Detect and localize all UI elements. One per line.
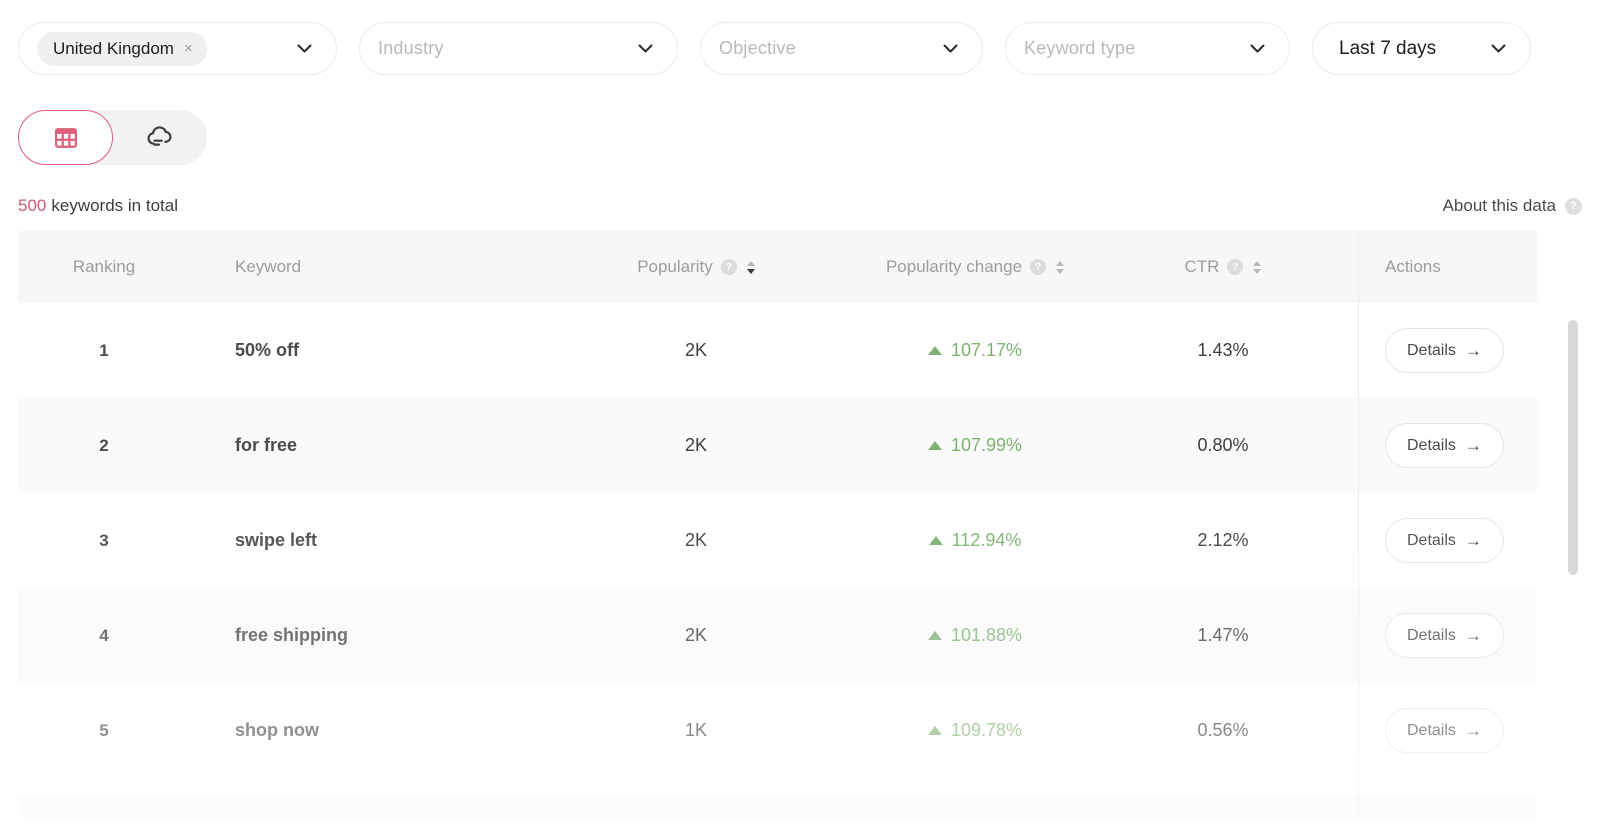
objective-placeholder: Objective bbox=[719, 38, 796, 58]
popularity-cell: 1K bbox=[684, 720, 708, 740]
date-range-value: Last 7 days bbox=[1339, 37, 1437, 59]
popularity-change-cell: 101.88% bbox=[862, 625, 1088, 646]
popularity-change-cell: 112.94% bbox=[862, 530, 1088, 551]
chevron-down-icon bbox=[943, 44, 958, 53]
popularity-change-cell: 107.99% bbox=[862, 435, 1088, 456]
column-header-keyword: Keyword bbox=[235, 257, 302, 276]
region-filter-dropdown[interactable]: United Kingdom × bbox=[18, 22, 337, 75]
column-header-actions: Actions bbox=[1385, 257, 1441, 276]
popularity-change-cell: 109.78% bbox=[862, 720, 1088, 741]
help-icon[interactable]: ? bbox=[1565, 197, 1582, 215]
region-chip-label: United Kingdom bbox=[53, 38, 174, 58]
popularity-cell: 2K bbox=[684, 340, 708, 360]
help-icon[interactable]: ? bbox=[1030, 259, 1047, 275]
chip-remove-icon[interactable]: × bbox=[183, 40, 193, 57]
ranking-cell: 4 bbox=[99, 625, 109, 645]
about-this-data-label: About this data bbox=[1442, 196, 1556, 215]
arrow-right-icon: → bbox=[1464, 530, 1482, 550]
arrow-right-icon: → bbox=[1464, 720, 1482, 740]
arrow-right-icon: → bbox=[1464, 340, 1482, 360]
keyword-count-number: 500 bbox=[18, 196, 47, 215]
ranking-cell: 5 bbox=[99, 720, 109, 740]
arrow-right-icon: → bbox=[1464, 435, 1482, 455]
popularity-cell: 2K bbox=[684, 625, 708, 645]
details-button[interactable]: Details → bbox=[1385, 708, 1504, 753]
keyword-count-label: keywords in total bbox=[51, 196, 178, 215]
about-this-data-link[interactable]: About this data ? bbox=[1443, 196, 1582, 216]
chevron-down-icon bbox=[1491, 44, 1506, 53]
popularity-cell: 2K bbox=[684, 435, 708, 455]
up-arrow-icon bbox=[927, 726, 942, 735]
objective-filter-dropdown[interactable]: Objective bbox=[700, 22, 983, 75]
word-cloud-view-button[interactable] bbox=[113, 110, 207, 165]
filter-bar: United Kingdom × Industry Objective Keyw… bbox=[0, 0, 1600, 75]
region-selected-chip[interactable]: United Kingdom × bbox=[37, 31, 207, 66]
word-cloud-icon bbox=[147, 125, 172, 146]
actions-cell: Details → bbox=[1358, 708, 1537, 753]
up-arrow-icon bbox=[927, 441, 942, 450]
keyword-cell: free shipping bbox=[235, 625, 349, 645]
details-button[interactable]: Details → bbox=[1385, 613, 1504, 658]
keyword-type-placeholder: Keyword type bbox=[1024, 38, 1136, 58]
details-button[interactable]: Details → bbox=[1385, 518, 1504, 563]
chevron-down-icon bbox=[638, 44, 653, 53]
actions-cell: Details → bbox=[1358, 328, 1537, 373]
ctr-cell: 0.80% bbox=[1197, 435, 1249, 455]
table-row: 1 50% off 2K 107.17% 1.43% Details → bbox=[18, 303, 1537, 398]
ctr-cell: 2.12% bbox=[1197, 530, 1249, 550]
keyword-type-filter-dropdown[interactable]: Keyword type bbox=[1005, 22, 1290, 75]
arrow-right-icon: → bbox=[1464, 625, 1482, 645]
ctr-cell: 0.56% bbox=[1197, 720, 1249, 740]
industry-filter-dropdown[interactable]: Industry bbox=[359, 22, 678, 75]
actions-cell: Details → bbox=[1358, 423, 1537, 468]
details-button[interactable]: Details → bbox=[1385, 423, 1504, 468]
table-row: 4 free shipping 2K 101.88% 1.47% Details… bbox=[18, 588, 1537, 683]
details-button[interactable]: Details → bbox=[1385, 328, 1504, 373]
actions-column-divider bbox=[1358, 231, 1359, 820]
column-header-popularity-change[interactable]: Popularity change ? bbox=[862, 257, 1088, 277]
table-view-button[interactable] bbox=[18, 110, 113, 165]
chevron-down-icon bbox=[1250, 44, 1265, 53]
ranking-cell: 1 bbox=[99, 340, 109, 360]
keyword-count: 500 keywords in total bbox=[18, 196, 178, 216]
next-row-partial bbox=[18, 795, 1537, 820]
actions-cell: Details → bbox=[1358, 613, 1537, 658]
column-header-popularity[interactable]: Popularity ? bbox=[530, 257, 862, 277]
ctr-cell: 1.47% bbox=[1197, 625, 1249, 645]
sort-icon[interactable] bbox=[1253, 260, 1262, 274]
table-header-row: Ranking Keyword Popularity ? Popularity … bbox=[18, 231, 1537, 303]
keyword-cell: shop now bbox=[235, 720, 319, 740]
popularity-cell: 2K bbox=[684, 530, 708, 550]
view-mode-toggle bbox=[18, 110, 207, 165]
help-icon[interactable]: ? bbox=[720, 259, 737, 275]
table-row: 3 swipe left 2K 112.94% 2.12% Details → bbox=[18, 493, 1537, 588]
keywords-table: Ranking Keyword Popularity ? Popularity … bbox=[18, 231, 1537, 820]
up-arrow-icon bbox=[927, 346, 942, 355]
help-icon[interactable]: ? bbox=[1227, 259, 1244, 275]
date-range-dropdown[interactable]: Last 7 days bbox=[1312, 22, 1531, 75]
keyword-cell: for free bbox=[235, 435, 298, 455]
sort-icon[interactable] bbox=[1056, 260, 1065, 274]
ranking-cell: 2 bbox=[99, 435, 109, 455]
popularity-change-cell: 107.17% bbox=[862, 340, 1088, 361]
ranking-cell: 3 bbox=[99, 530, 109, 550]
table-row: 2 for free 2K 107.99% 0.80% Details → bbox=[18, 398, 1537, 493]
table-grid-icon bbox=[54, 127, 77, 148]
sort-icon[interactable] bbox=[746, 260, 755, 274]
up-arrow-icon bbox=[927, 631, 942, 640]
keyword-cell: swipe left bbox=[235, 530, 318, 550]
chevron-down-icon bbox=[297, 44, 312, 53]
up-arrow-icon bbox=[928, 536, 943, 545]
column-header-ranking: Ranking bbox=[72, 257, 136, 276]
actions-cell: Details → bbox=[1358, 518, 1537, 563]
table-body: 1 50% off 2K 107.17% 1.43% Details → bbox=[18, 303, 1537, 820]
keyword-cell: 50% off bbox=[235, 340, 300, 360]
ctr-cell: 1.43% bbox=[1197, 340, 1249, 360]
summary-row: 500 keywords in total About this data ? bbox=[0, 165, 1600, 216]
industry-placeholder: Industry bbox=[378, 38, 444, 58]
table-row: 5 shop now 1K 109.78% 0.56% Details → bbox=[18, 683, 1537, 778]
column-header-ctr[interactable]: CTR ? bbox=[1088, 257, 1358, 277]
vertical-scrollbar[interactable] bbox=[1568, 320, 1578, 575]
